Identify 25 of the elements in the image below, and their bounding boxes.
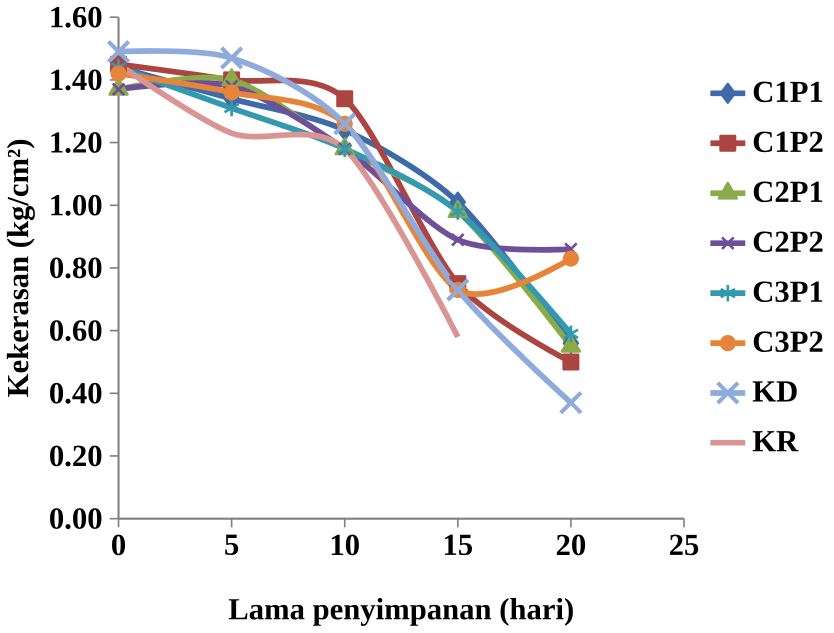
y-tick-label: 1.20: [51, 132, 102, 154]
x-tick-label: 0: [112, 534, 126, 556]
x-tick-label: 25: [670, 534, 698, 556]
y-tick-label: 1.60: [51, 6, 102, 28]
y-tick-label: 0.80: [50, 258, 102, 279]
legend-label: C2P2: [754, 232, 822, 252]
y-tick-label: 0.00: [50, 508, 102, 530]
legend-label: C1P2: [754, 132, 822, 152]
legend-label: KD: [752, 382, 797, 402]
legend-label: C3P2: [754, 332, 822, 352]
x-axis-title: Lama penyimpanan (hari): [228, 598, 573, 626]
legend-label: C2P1: [754, 182, 822, 202]
x-tick-label: 20: [556, 534, 586, 556]
y-axis-title: Kekerasan (kg/cm²): [6, 140, 35, 397]
y-tick-label: 0.40: [50, 383, 102, 404]
x-tick-label: 15: [444, 534, 472, 556]
legend-label: KR: [752, 431, 799, 452]
x-tick-label: 5: [225, 534, 238, 556]
y-tick-label: 1.00: [51, 194, 102, 216]
y-tick-label: 0.60: [50, 320, 102, 342]
legend-label: C3P1: [754, 282, 822, 302]
legend-label: C1P1: [754, 82, 822, 102]
x-tick-label: 10: [332, 534, 359, 556]
y-tick-label: 0.20: [50, 446, 102, 467]
y-tick-label: 1.40: [51, 70, 102, 90]
